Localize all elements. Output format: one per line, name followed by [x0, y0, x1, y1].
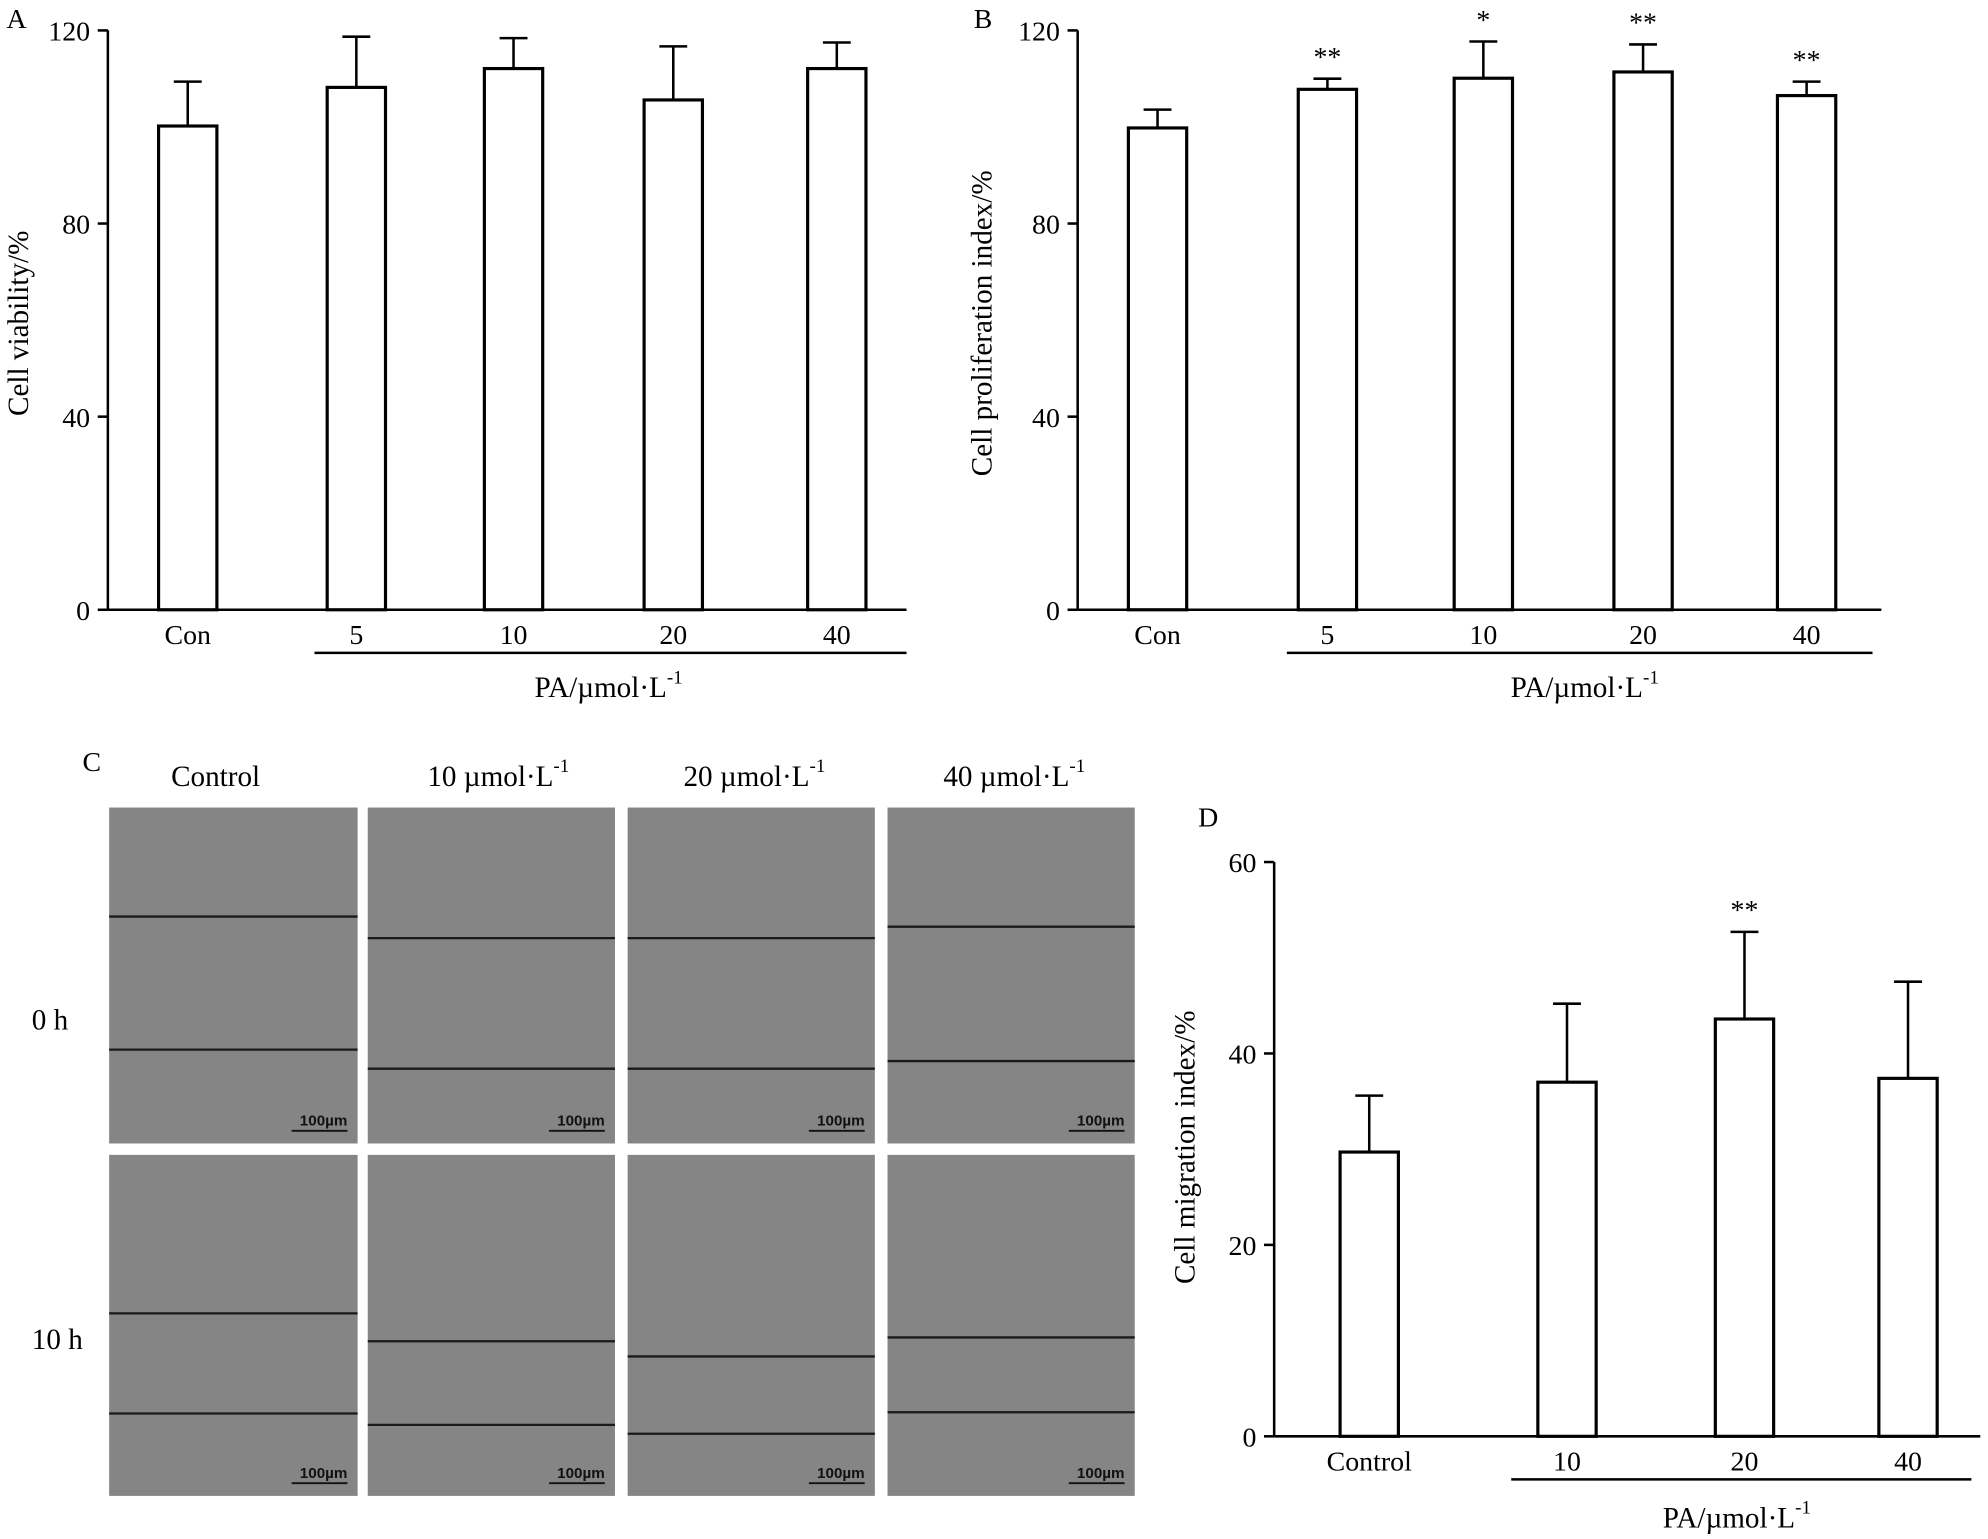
- micrograph-image: [627, 1154, 875, 1496]
- y-tick-label: 20: [1229, 1231, 1257, 1262]
- bar-10: [482, 66, 545, 612]
- micrograph-image: [109, 1154, 358, 1496]
- y-tick-label: 80: [62, 210, 90, 241]
- y-tick-label: 0: [1046, 596, 1060, 627]
- x-tick-label: 10: [500, 620, 528, 651]
- significance-marker: **: [1629, 8, 1657, 39]
- micrograph: 100µm: [367, 807, 615, 1144]
- bar-10: [1452, 76, 1515, 612]
- x-tick-label: Control: [1327, 1447, 1412, 1478]
- y-tick-label: 60: [1229, 848, 1257, 879]
- x-tick-label: 40: [1894, 1447, 1922, 1478]
- micrograph: 100µm: [109, 807, 358, 1144]
- x-tick-label: 20: [659, 620, 687, 651]
- micrograph: 100µm: [887, 807, 1135, 1144]
- y-axis-label: Cell migration index/%: [1169, 1010, 1201, 1284]
- bar-Con: [1126, 126, 1189, 612]
- column-header: 40 µmol·L-1: [943, 756, 1085, 793]
- bar-40: [1877, 1076, 1939, 1438]
- micrograph: 100µm: [627, 1154, 875, 1496]
- y-axis-label: Cell viability/%: [3, 231, 35, 416]
- micrograph-image: [627, 807, 875, 1144]
- scale-bar-label: 100µm: [817, 1465, 865, 1482]
- bar-20: [642, 98, 705, 612]
- bar-20: [1612, 70, 1674, 612]
- panel-letter: B: [974, 4, 993, 35]
- micrograph: 100µm: [109, 1154, 358, 1496]
- bar-10: [1536, 1080, 1598, 1438]
- y-tick-label: 80: [1032, 210, 1060, 241]
- y-axis-label: Cell proliferation index/%: [966, 170, 998, 476]
- significance-marker: *: [1476, 5, 1490, 36]
- y-tick-label: 120: [48, 17, 90, 48]
- x-tick-label: 10: [1469, 620, 1497, 651]
- bar-40: [806, 66, 868, 612]
- panel-letter: D: [1198, 803, 1218, 834]
- x-axis-label: PA/µmol·L-1: [535, 667, 683, 704]
- x-tick-label: 5: [1320, 620, 1334, 651]
- micrograph-image: [367, 1154, 615, 1496]
- y-tick-label: 0: [1242, 1422, 1256, 1453]
- row-label: 0 h: [32, 1004, 69, 1036]
- scale-bar-label: 100µm: [300, 1465, 348, 1482]
- y-tick-label: 40: [62, 403, 90, 434]
- micrograph: 100µm: [367, 1154, 615, 1496]
- significance-marker: **: [1731, 895, 1759, 926]
- x-tick-label: Con: [1134, 620, 1181, 651]
- x-tick-label: 20: [1629, 620, 1657, 651]
- x-tick-label: Con: [165, 620, 212, 651]
- row-label: 10 h: [32, 1324, 83, 1356]
- scale-bar-label: 100µm: [1077, 1465, 1125, 1482]
- x-tick-label: 5: [349, 620, 363, 651]
- y-tick-label: 120: [1018, 17, 1060, 48]
- x-axis-label: PA/µmol·L-1: [1511, 667, 1659, 704]
- column-header: 10 µmol·L-1: [427, 756, 569, 793]
- panel-letter: C: [83, 747, 102, 778]
- micrograph-image: [887, 1154, 1135, 1496]
- x-tick-label: 20: [1731, 1447, 1759, 1478]
- micrograph-image: [367, 807, 615, 1144]
- y-tick-label: 40: [1229, 1040, 1257, 1071]
- bar-40: [1775, 94, 1838, 612]
- micrograph-image: [887, 807, 1135, 1144]
- bar-Con: [156, 124, 219, 612]
- bar-20: [1713, 1017, 1776, 1438]
- scale-bar-label: 100µm: [557, 1465, 605, 1482]
- micrograph: 100µm: [627, 807, 875, 1144]
- scale-bar-label: 100µm: [300, 1113, 348, 1130]
- bar-Control: [1338, 1150, 1400, 1438]
- scale-bar-label: 100µm: [1077, 1113, 1125, 1130]
- scale-bar-label: 100µm: [557, 1113, 605, 1130]
- column-header: Control: [171, 761, 260, 793]
- significance-marker: **: [1313, 42, 1341, 73]
- x-axis-label: PA/µmol·L-1: [1663, 1498, 1811, 1535]
- scale-bar-label: 100µm: [817, 1113, 865, 1130]
- micrograph: 100µm: [887, 1154, 1135, 1496]
- bar-5: [325, 85, 388, 612]
- bar-5: [1296, 87, 1359, 612]
- y-tick-label: 40: [1032, 403, 1060, 434]
- x-tick-label: 10: [1553, 1447, 1581, 1478]
- x-tick-label: 40: [823, 620, 851, 651]
- y-tick-label: 0: [76, 596, 90, 627]
- panel-letter: A: [6, 4, 26, 35]
- significance-marker: **: [1793, 45, 1821, 76]
- column-header: 20 µmol·L-1: [683, 756, 825, 793]
- micrograph-image: [109, 807, 358, 1144]
- x-tick-label: 40: [1793, 620, 1821, 651]
